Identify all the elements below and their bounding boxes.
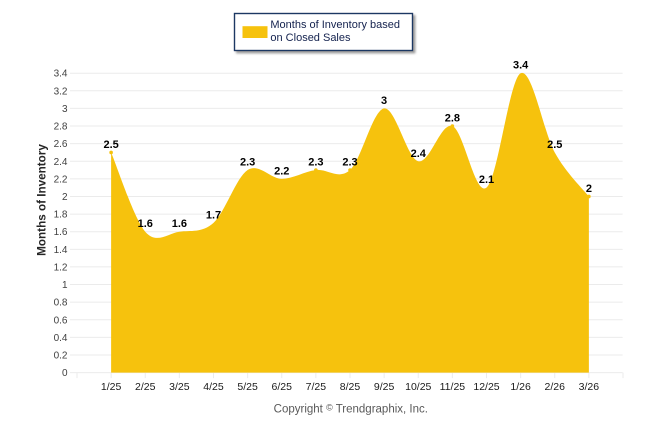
svg-text:9/25: 9/25 xyxy=(374,381,395,393)
svg-text:3.4: 3.4 xyxy=(54,69,68,80)
svg-text:3.2: 3.2 xyxy=(54,86,68,97)
svg-text:1.2: 1.2 xyxy=(54,262,68,273)
svg-text:3/26: 3/26 xyxy=(579,381,600,393)
svg-text:3/25: 3/25 xyxy=(169,381,190,393)
svg-text:10/25: 10/25 xyxy=(405,381,431,393)
svg-text:1/26: 1/26 xyxy=(510,381,531,393)
svg-text:3: 3 xyxy=(62,104,68,115)
svg-text:2.3: 2.3 xyxy=(308,157,323,169)
svg-text:1/25: 1/25 xyxy=(101,381,122,393)
svg-text:0: 0 xyxy=(62,368,68,379)
svg-text:0.4: 0.4 xyxy=(54,333,68,344)
svg-text:2: 2 xyxy=(62,192,68,203)
svg-text:5/25: 5/25 xyxy=(237,381,258,393)
svg-text:2.2: 2.2 xyxy=(274,165,289,177)
svg-text:8/25: 8/25 xyxy=(340,381,361,393)
svg-text:1.8: 1.8 xyxy=(54,210,68,221)
svg-text:2.3: 2.3 xyxy=(342,157,357,169)
svg-text:7/25: 7/25 xyxy=(306,381,327,393)
svg-text:3.4: 3.4 xyxy=(513,60,529,72)
svg-text:1.7: 1.7 xyxy=(206,209,221,221)
svg-text:1.4: 1.4 xyxy=(54,245,68,256)
svg-text:2.6: 2.6 xyxy=(54,139,68,150)
svg-text:1.6: 1.6 xyxy=(138,218,153,230)
svg-text:2.5: 2.5 xyxy=(547,139,562,151)
svg-text:0.2: 0.2 xyxy=(54,350,68,361)
svg-text:Months of Inventory: Months of Inventory xyxy=(35,144,48,256)
svg-text:3: 3 xyxy=(381,95,387,107)
svg-text:2.5: 2.5 xyxy=(103,139,118,151)
svg-text:2.4: 2.4 xyxy=(411,148,427,160)
svg-text:2.8: 2.8 xyxy=(54,122,68,133)
svg-text:2.8: 2.8 xyxy=(445,113,460,125)
svg-text:2/25: 2/25 xyxy=(135,381,156,393)
svg-text:1: 1 xyxy=(62,280,68,291)
svg-text:Months of Inventory based: Months of Inventory based xyxy=(270,19,400,31)
svg-text:2.2: 2.2 xyxy=(54,174,68,185)
svg-text:12/25: 12/25 xyxy=(473,381,499,393)
svg-text:2.4: 2.4 xyxy=(54,157,68,168)
svg-text:6/25: 6/25 xyxy=(272,381,293,393)
svg-text:0.8: 0.8 xyxy=(54,298,68,309)
svg-text:on Closed Sales: on Closed Sales xyxy=(270,32,351,44)
svg-text:Copyright © Trendgraphix, Inc.: Copyright © Trendgraphix, Inc. xyxy=(274,403,428,416)
svg-text:0.6: 0.6 xyxy=(54,315,68,326)
svg-text:11/25: 11/25 xyxy=(440,381,466,393)
svg-text:1.6: 1.6 xyxy=(54,227,68,238)
svg-text:2.1: 2.1 xyxy=(479,174,494,186)
svg-text:2: 2 xyxy=(586,183,592,195)
svg-text:2.3: 2.3 xyxy=(240,157,255,169)
svg-text:1.6: 1.6 xyxy=(172,218,187,230)
svg-text:2/26: 2/26 xyxy=(545,381,566,393)
svg-text:4/25: 4/25 xyxy=(203,381,224,393)
